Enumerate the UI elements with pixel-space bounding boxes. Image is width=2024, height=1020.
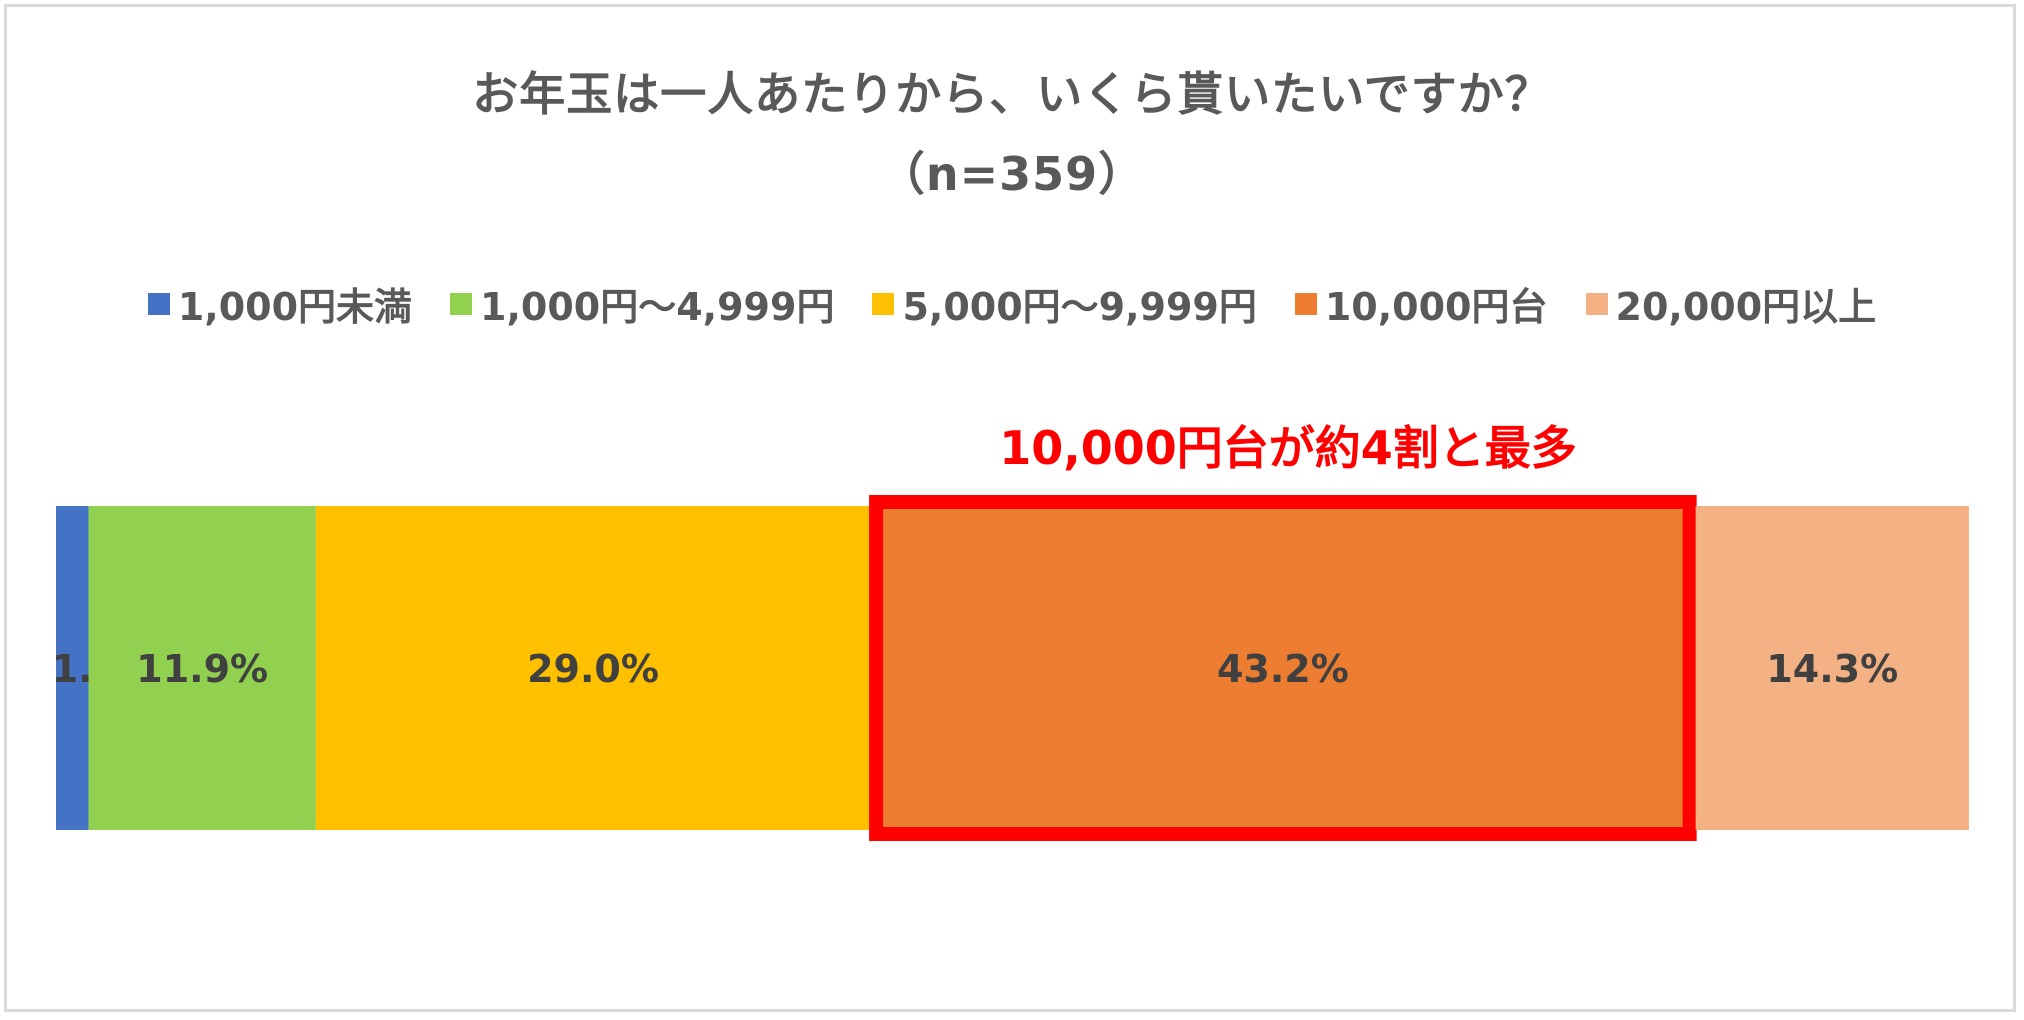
legend-item: 10,000円台 [1294,276,1548,331]
legend-label: 10,000円台 [1324,285,1548,329]
data-label: 43.2% [1217,647,1349,691]
legend-label: 20,000円以上 [1615,285,1877,329]
legend-swatch [1294,292,1317,315]
data-label: 14.3% [1766,647,1898,691]
legend-swatch [147,292,170,315]
data-label: 11.9% [136,647,268,691]
legend-swatch [872,292,895,315]
legend-label: 1,000円未満 [177,285,413,329]
legend-item: 1,000円未満 [147,276,413,331]
callout-annotation: 10,000円台が約4割と最多 [999,421,1577,475]
legend-item: 1,000円～4,999円 [450,276,834,331]
legend-label: 5,000円～9,999円 [902,285,1257,329]
bar-segment [870,506,1696,830]
legend-label: 1,000円～4,999円 [480,285,835,329]
legend-item: 20,000円以上 [1585,276,1877,331]
chart-subtitle: （n=359） [878,147,1146,201]
highlight-box [869,495,1697,841]
data-label: 29.0% [527,647,659,691]
bar-segment [56,506,89,830]
legend-swatch [450,292,473,315]
legend: 1,000円未満 1,000円～4,999円 5,000円～9,999円 10,… [0,276,2024,331]
legend-item: 5,000円～9,999円 [872,276,1257,331]
bar-segment [88,506,316,830]
chart-title: お年玉は一人あたりから、いくら貰いたいですか？ [472,67,1552,121]
legend-swatch [1585,292,1608,315]
bar-segment [315,506,871,830]
bar-segment [1695,506,1969,830]
